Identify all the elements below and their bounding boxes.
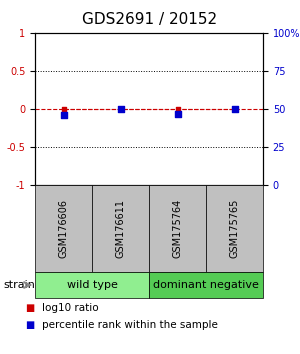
- Text: dominant negative: dominant negative: [153, 280, 259, 290]
- Text: log10 ratio: log10 ratio: [42, 303, 99, 313]
- Point: [118, 106, 123, 112]
- Text: GSM176611: GSM176611: [116, 199, 125, 258]
- Point: [175, 106, 180, 112]
- Text: GDS2691 / 20152: GDS2691 / 20152: [82, 12, 218, 27]
- Text: strain: strain: [3, 280, 35, 290]
- Text: ■: ■: [26, 320, 34, 330]
- Text: ■: ■: [26, 303, 34, 313]
- Text: GSM175765: GSM175765: [230, 199, 239, 258]
- Text: percentile rank within the sample: percentile rank within the sample: [42, 320, 218, 330]
- Text: wild type: wild type: [67, 280, 117, 290]
- Text: GSM175764: GSM175764: [172, 199, 182, 258]
- Point: [61, 106, 66, 112]
- Point: [61, 112, 66, 118]
- Point: [232, 106, 237, 112]
- Text: GSM176606: GSM176606: [58, 199, 68, 258]
- Point: [175, 111, 180, 116]
- Point: [232, 106, 237, 112]
- Point: [118, 106, 123, 112]
